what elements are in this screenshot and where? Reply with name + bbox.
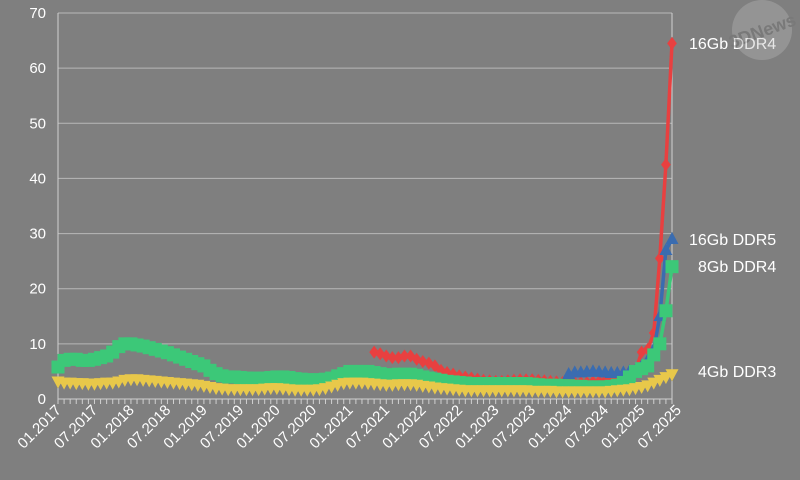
series-16gb-ddr4-marker bbox=[654, 251, 665, 265]
series-layer bbox=[51, 36, 679, 399]
y-tick-label: 50 bbox=[29, 115, 46, 132]
series-label-layer: 16Gb DDR4 16Gb DDR5 8Gb DDR4 4Gb DDR3 bbox=[689, 36, 776, 381]
series-label-8gb-ddr4: 8Gb DDR4 bbox=[698, 259, 776, 276]
watermark-circle bbox=[732, 0, 792, 60]
series-16gb-ddr4-marker bbox=[661, 158, 671, 172]
series-label-16gb-ddr4: 16Gb DDR4 bbox=[689, 36, 776, 53]
y-tick-label: 20 bbox=[29, 281, 46, 298]
series-16gb-ddr5-marker bbox=[665, 231, 679, 244]
series-16gb-ddr4-marker bbox=[667, 36, 677, 50]
series-8gb-ddr4-marker bbox=[653, 337, 667, 351]
series-label-16gb-ddr5: 16Gb DDR5 bbox=[689, 232, 776, 249]
series-16gb-ddr4-marker bbox=[387, 351, 398, 365]
series-8gb-ddr4-marker bbox=[647, 348, 661, 362]
series-8gb-ddr4-marker bbox=[659, 304, 673, 318]
series-4gb-ddr3-marker bbox=[665, 369, 679, 382]
series-line-16gb-ddr4 bbox=[373, 43, 674, 385]
y-tick-label: 70 bbox=[29, 5, 46, 22]
series-8gb-ddr4-marker bbox=[641, 359, 655, 373]
series-8gb-ddr4-marker bbox=[665, 260, 679, 274]
y-tick-label: 60 bbox=[29, 60, 46, 77]
series-16gb-ddr4-marker bbox=[399, 349, 410, 363]
series-label-4gb-ddr3: 4Gb DDR3 bbox=[698, 364, 776, 381]
grid-layer bbox=[58, 12, 672, 400]
watermark-logo: 3DNews bbox=[726, 0, 799, 60]
y-tick-label: 40 bbox=[29, 170, 46, 187]
y-tick-label: 30 bbox=[29, 226, 46, 243]
y-tick-label: 0 bbox=[38, 391, 46, 408]
y-tick-label: 10 bbox=[29, 336, 46, 353]
series-16gb-ddr5-marker bbox=[659, 242, 673, 255]
